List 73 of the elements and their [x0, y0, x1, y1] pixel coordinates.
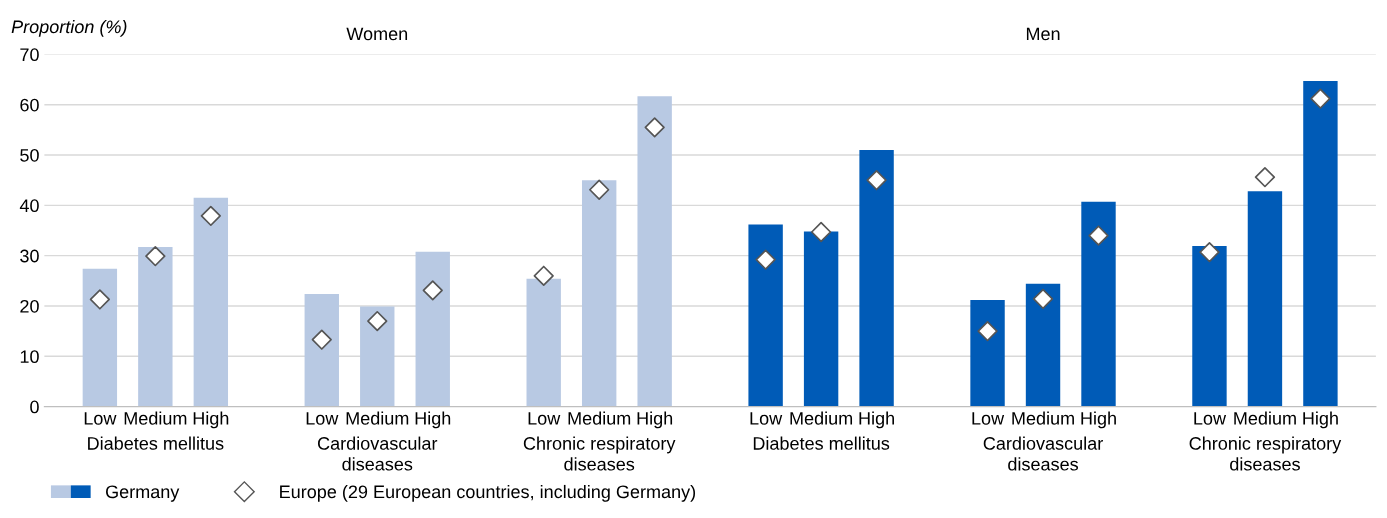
- x-tick-label: Medium: [1234, 411, 1296, 425]
- x-tick-label: High: [1303, 411, 1338, 429]
- point: [1310, 88, 1331, 109]
- point: [755, 249, 776, 270]
- legend-label: Germany: [106, 485, 180, 502]
- point: [866, 170, 887, 191]
- y-axis-title: Proportion (%): [11, 19, 127, 37]
- x-tick-label: High: [1081, 411, 1116, 429]
- bar: [526, 278, 561, 407]
- text: Women: [346, 27, 408, 41]
- bar: [970, 299, 1005, 407]
- x-tick-label: Medium: [1012, 411, 1074, 425]
- x-tick-label: Low: [750, 412, 783, 425]
- point: [1199, 241, 1220, 263]
- x-tick-label: High: [637, 411, 673, 429]
- bar: [1192, 246, 1227, 407]
- point: [367, 310, 388, 332]
- x-tick-label: Low: [972, 412, 1005, 425]
- x-tick-label: High: [193, 411, 229, 429]
- point: [422, 280, 443, 301]
- bar: [138, 247, 173, 407]
- y-tick-label: 60: [20, 98, 39, 112]
- bar: [82, 268, 118, 407]
- bar: [415, 251, 450, 407]
- text: Chronic respiratory diseases: [1189, 436, 1342, 471]
- point: [89, 289, 111, 310]
- y-tick-label: 40: [19, 199, 39, 213]
- y-tick-label: 70: [20, 48, 39, 62]
- bar: [1081, 201, 1116, 407]
- bar: [360, 306, 395, 407]
- point: [1032, 288, 1054, 310]
- bar: [859, 150, 894, 407]
- point: [589, 179, 610, 200]
- y-tick-label: 30: [20, 249, 39, 263]
- point: [533, 265, 554, 286]
- y-tick-label: 50: [20, 148, 39, 162]
- legend-label: Europe (29 European countries, including Germany): [280, 484, 696, 502]
- x-tick-label: High: [859, 411, 894, 429]
- bar: [193, 197, 229, 407]
- x-tick-label: Low: [84, 412, 117, 425]
- point: [644, 117, 665, 138]
- x-tick-label: Medium: [346, 411, 409, 425]
- bar: [803, 231, 839, 407]
- point: [1088, 225, 1109, 246]
- y-tick-label: 10: [20, 350, 39, 364]
- x-tick-label: Low: [1194, 412, 1227, 425]
- bar: [581, 180, 617, 407]
- text: Chronic respiratory diseases: [523, 436, 676, 471]
- text: Cardiovascular diseases: [317, 436, 438, 471]
- text: Men: [1026, 27, 1060, 41]
- bar: [304, 293, 339, 407]
- y-tick-label: 20: [20, 299, 39, 313]
- bar: [748, 224, 783, 407]
- text: Diabetes mellitus: [88, 436, 224, 450]
- point: [977, 320, 998, 342]
- text: Diabetes mellitus: [753, 436, 890, 450]
- x-tick-label: Low: [528, 412, 561, 425]
- point: [810, 221, 832, 243]
- point: [311, 329, 332, 350]
- point: [145, 246, 166, 267]
- bar: [1247, 191, 1283, 407]
- x-tick-label: Medium: [790, 411, 853, 425]
- bar: [1025, 283, 1061, 407]
- bar: [637, 96, 672, 407]
- x-tick-label: Medium: [568, 411, 631, 425]
- text: Cardiovascular diseases: [983, 436, 1103, 471]
- x-tick-label: Low: [306, 412, 339, 425]
- x-tick-label: Medium: [124, 411, 187, 425]
- x-tick-label: High: [415, 411, 451, 429]
- y-tick-label: 0: [30, 400, 39, 414]
- point: [200, 205, 221, 227]
- point: [1254, 167, 1276, 188]
- bar: [1303, 81, 1338, 407]
